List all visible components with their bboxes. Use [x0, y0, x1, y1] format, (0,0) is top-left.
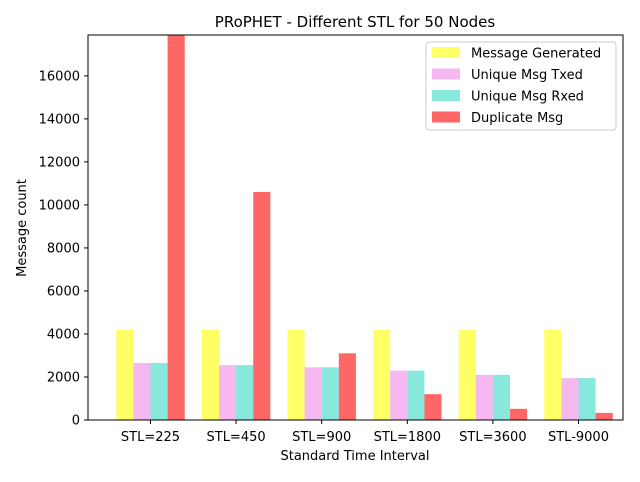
legend-swatch — [432, 68, 460, 80]
y-tick-label: 0 — [72, 414, 80, 429]
bar — [218, 365, 237, 420]
legend: Message Generated Unique Msg Txed Unique M… — [425, 41, 617, 131]
x-axis-label: Standard Time Interval — [280, 449, 429, 464]
bar — [150, 363, 168, 420]
bar — [201, 329, 219, 420]
y-tick-label: 4000 — [47, 327, 80, 342]
bar — [458, 329, 476, 420]
bar — [253, 192, 271, 420]
x-tick-label: STL=1800 — [374, 430, 441, 445]
x-tick-label: STL=450 — [207, 430, 266, 445]
x-tick-label: STL=900 — [292, 430, 351, 445]
bars-layer — [116, 35, 613, 420]
x-tick-label: STL-9000 — [548, 430, 609, 445]
bar — [133, 363, 151, 420]
legend-label: Duplicate Msg — [471, 111, 563, 126]
bar — [407, 370, 425, 420]
bar — [304, 367, 322, 420]
bar — [475, 374, 493, 420]
y-tick-label: 10000 — [39, 198, 80, 213]
legend-swatch — [432, 47, 460, 58]
x-axis: STL=225 STL=450 STL=900 STL=1800 STL=3600 STL… — [121, 420, 609, 445]
bar — [510, 408, 528, 420]
y-axis: 0 2000 4000 6000 8000 10000 12000 14000 16000 — [39, 69, 88, 429]
bar — [595, 412, 613, 420]
legend-swatch — [432, 90, 460, 101]
bar — [373, 329, 391, 420]
bar — [492, 374, 511, 420]
bar — [167, 35, 185, 420]
x-tick-label: STL=3600 — [459, 430, 526, 445]
legend-label: Unique Msg Rxed — [471, 90, 584, 105]
y-tick-label: 2000 — [47, 370, 80, 385]
bar — [390, 370, 408, 420]
bar — [236, 365, 254, 420]
bar — [321, 367, 339, 420]
y-tick-label: 8000 — [47, 241, 80, 256]
bar — [338, 353, 356, 420]
y-axis-label: Message count — [15, 179, 30, 277]
bar — [544, 329, 562, 420]
legend-label: Message Generated — [471, 47, 601, 62]
bar — [116, 329, 134, 420]
x-tick-label: STL=225 — [121, 430, 180, 445]
bar — [578, 378, 596, 420]
bar — [287, 329, 305, 420]
chart-title: PRoPHET - Different STL for 50 Nodes — [215, 13, 496, 31]
y-tick-label: 6000 — [47, 284, 80, 299]
legend-label: Unique Msg Txed — [471, 68, 583, 83]
y-tick-label: 16000 — [39, 69, 80, 84]
y-tick-label: 14000 — [39, 112, 80, 127]
plot-frame — [87, 34, 624, 421]
bar — [561, 378, 579, 420]
legend-frame — [425, 41, 617, 131]
bar — [424, 394, 442, 420]
legend-items: Message Generated Unique Msg Txed Unique M… — [432, 47, 601, 126]
y-tick-label: 12000 — [39, 155, 80, 170]
legend-swatch — [432, 111, 460, 123]
